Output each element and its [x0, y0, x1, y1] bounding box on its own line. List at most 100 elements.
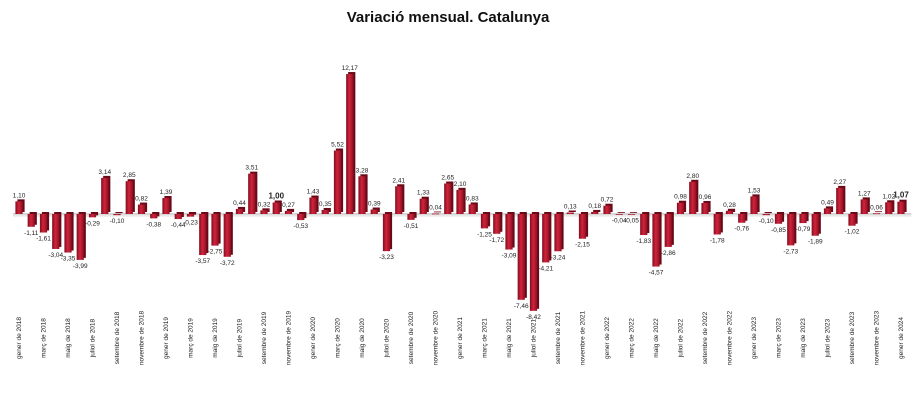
bar-front	[456, 189, 464, 214]
x-tick-label: març de 2022	[629, 318, 636, 358]
value-label: 0,27	[282, 202, 295, 209]
value-label: 1,27	[858, 190, 871, 197]
value-label: 0,35	[319, 201, 332, 208]
bar-front	[27, 214, 35, 227]
x-tick-label: gener de 2018	[16, 317, 23, 359]
bar	[701, 200, 711, 214]
value-label: -3,57	[195, 258, 210, 265]
value-label: -3,72	[220, 260, 235, 267]
bar	[444, 181, 454, 214]
value-label: 2,85	[123, 172, 136, 179]
bar	[517, 212, 527, 300]
bar-front	[15, 201, 23, 214]
bar-front	[713, 214, 721, 235]
value-label: 2,10	[454, 181, 467, 188]
x-tick-label: juliol de 2018	[90, 318, 97, 358]
value-label: -0,04	[612, 217, 627, 224]
bar-front	[676, 202, 685, 214]
bar	[615, 212, 625, 215]
bar	[554, 212, 564, 252]
x-tick-label: gener de 2019	[163, 317, 170, 359]
bar	[738, 212, 748, 223]
bar	[382, 212, 393, 252]
x-tick-label: març de 2023	[776, 318, 783, 358]
value-label: -0,76	[734, 226, 749, 233]
bar-front	[468, 204, 476, 214]
x-tick-labels-group: gener de 2018 març de 2018 maig de 2018 jul…	[16, 311, 905, 366]
bar-front	[640, 214, 648, 236]
bar-front	[529, 214, 538, 311]
bar-front	[566, 212, 574, 214]
bar	[762, 212, 772, 216]
value-label: -1,25	[477, 231, 492, 238]
value-label: 3,14	[98, 169, 111, 176]
bar	[52, 212, 62, 249]
value-label: -2,75	[208, 249, 223, 256]
bar	[186, 212, 197, 217]
value-label: 2,41	[392, 177, 405, 184]
x-tick-label: juliol de 2019	[237, 318, 244, 358]
value-label: 12,17	[342, 65, 359, 72]
bar-front	[52, 214, 60, 249]
bar-side	[433, 211, 442, 213]
value-label: 0,98	[674, 194, 687, 201]
bar	[799, 212, 809, 224]
value-label: 0,49	[821, 199, 834, 206]
x-tick-label: març de 2019	[188, 318, 195, 358]
x-tick-label: març de 2018	[41, 318, 48, 358]
x-tick-label: gener de 2024	[898, 317, 905, 359]
bar-front	[284, 210, 293, 214]
bar	[407, 212, 417, 220]
value-label: -3,99	[73, 263, 88, 270]
bar-front	[272, 202, 280, 214]
bar	[321, 207, 331, 214]
value-label: 2,27	[833, 179, 846, 186]
x-tick-label: novembre de 2023	[874, 311, 881, 366]
bar	[750, 194, 760, 214]
x-tick-label: setembre de 2018	[114, 311, 121, 364]
bar-front	[885, 202, 893, 214]
bar	[419, 196, 429, 214]
bar	[333, 148, 344, 214]
value-label: -2,73	[783, 248, 798, 255]
bar	[284, 208, 295, 214]
bar-side	[629, 212, 638, 213]
bar	[370, 207, 380, 214]
bar-front	[309, 197, 317, 214]
x-tick-label: gener de 2021	[457, 317, 464, 359]
value-label: -2,15	[575, 242, 590, 249]
bar-front	[297, 214, 305, 221]
bar	[309, 195, 319, 214]
bar	[431, 211, 442, 215]
bar	[872, 211, 883, 215]
bar-front	[235, 208, 244, 214]
value-label: 1,02	[882, 193, 895, 200]
bar	[652, 212, 662, 267]
bar-front	[223, 214, 231, 257]
bar	[211, 212, 221, 246]
bar	[578, 212, 589, 239]
bar	[358, 174, 368, 214]
value-label: -3,23	[379, 254, 394, 261]
value-label: -4,21	[538, 265, 553, 272]
bar-front	[186, 214, 195, 217]
bar-front	[407, 214, 415, 220]
bar	[88, 212, 99, 218]
value-label: -1,78	[710, 237, 725, 244]
bar	[235, 206, 246, 214]
x-tick-label: setembre de 2022	[702, 311, 709, 364]
bar	[248, 171, 258, 214]
bar	[566, 210, 576, 214]
bar-front	[787, 214, 795, 246]
bar	[395, 184, 405, 214]
bar-front	[591, 211, 599, 214]
value-label: -0,79	[796, 226, 811, 233]
value-label: 5,52	[331, 142, 344, 149]
bar-front	[505, 214, 513, 250]
bar	[823, 206, 834, 214]
x-tick-label: novembre de 2020	[433, 311, 440, 366]
bar	[860, 197, 870, 214]
bar	[113, 212, 123, 216]
x-tick-label: gener de 2020	[310, 317, 317, 359]
value-label: 1,53	[748, 187, 761, 194]
